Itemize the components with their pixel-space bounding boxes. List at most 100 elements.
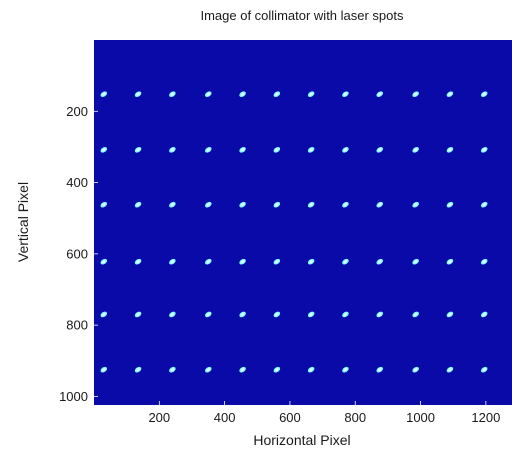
laser-spot bbox=[239, 258, 246, 265]
laser-spot bbox=[273, 366, 281, 373]
laser-spot bbox=[376, 201, 383, 208]
laser-spot bbox=[412, 311, 419, 318]
laser-spot-core bbox=[170, 148, 175, 152]
laser-spot-core bbox=[482, 203, 486, 207]
x-tick-label: 400 bbox=[214, 410, 236, 425]
laser-spot bbox=[273, 311, 281, 318]
laser-spot bbox=[239, 146, 246, 153]
laser-spot bbox=[307, 311, 315, 318]
laser-spot-core bbox=[378, 260, 382, 264]
x-tick-label: 1000 bbox=[406, 410, 435, 425]
laser-spot bbox=[100, 366, 108, 373]
y-tick-label: 200 bbox=[66, 104, 88, 119]
laser-spot bbox=[169, 258, 176, 265]
laser-spot-core bbox=[343, 368, 348, 372]
laser-spot bbox=[342, 201, 349, 208]
laser-spot-core bbox=[240, 148, 245, 152]
laser-spot bbox=[376, 311, 383, 318]
laser-spot-core bbox=[170, 313, 175, 316]
laser-spot-core bbox=[136, 92, 140, 96]
laser-spot bbox=[480, 366, 488, 373]
laser-spot bbox=[205, 91, 212, 98]
laser-spot bbox=[169, 311, 176, 318]
laser-spot bbox=[239, 366, 246, 373]
laser-spot bbox=[307, 146, 315, 153]
laser-spot bbox=[100, 258, 108, 265]
laser-spot bbox=[239, 311, 246, 318]
laser-spot-core bbox=[206, 260, 210, 264]
laser-spot bbox=[205, 311, 212, 318]
laser-spot-core bbox=[170, 203, 175, 207]
x-tick-layer: 200 400 600 800 1000 1200 bbox=[148, 401, 500, 425]
laser-spot bbox=[446, 258, 454, 265]
laser-spot-core bbox=[275, 368, 279, 372]
laser-spot-core bbox=[206, 92, 210, 96]
laser-spot bbox=[446, 91, 454, 98]
x-tick-label: 800 bbox=[344, 410, 366, 425]
laser-spot bbox=[412, 91, 419, 98]
laser-spot-core bbox=[448, 313, 452, 316]
laser-spot bbox=[169, 91, 176, 98]
laser-spot bbox=[412, 366, 419, 373]
laser-spot bbox=[134, 366, 142, 373]
laser-spot bbox=[134, 91, 142, 98]
plot-area bbox=[94, 40, 512, 405]
laser-spot bbox=[100, 146, 108, 153]
laser-spot bbox=[376, 91, 383, 98]
laser-spot-core bbox=[414, 260, 418, 264]
laser-spot-core bbox=[309, 148, 313, 152]
laser-spot bbox=[273, 258, 281, 265]
laser-spot-core bbox=[378, 92, 382, 96]
laser-spot bbox=[342, 91, 349, 98]
laser-spot bbox=[134, 311, 142, 318]
laser-spot bbox=[273, 91, 281, 98]
laser-spot bbox=[412, 146, 419, 153]
laser-spot-core bbox=[136, 203, 140, 207]
laser-spot-core bbox=[448, 368, 452, 372]
laser-spot-core bbox=[170, 368, 175, 372]
laser-spot-core bbox=[482, 313, 486, 316]
laser-spot-core bbox=[414, 313, 418, 316]
laser-spot-core bbox=[240, 368, 245, 372]
laser-spot-core bbox=[448, 260, 452, 264]
laser-spot bbox=[342, 366, 349, 373]
laser-spot bbox=[273, 201, 281, 208]
chart-title: Image of collimator with laser spots bbox=[200, 8, 404, 23]
laser-spot bbox=[205, 146, 212, 153]
laser-spot bbox=[376, 258, 383, 265]
laser-spot-core bbox=[309, 368, 313, 372]
x-axis-label: Horizontal Pixel bbox=[253, 432, 350, 448]
spots-layer bbox=[100, 91, 488, 373]
laser-spot bbox=[134, 258, 142, 265]
laser-spot bbox=[205, 201, 212, 208]
laser-spot bbox=[169, 201, 176, 208]
laser-spot-core bbox=[240, 313, 245, 316]
laser-spot-core bbox=[414, 368, 418, 372]
laser-spot-core bbox=[343, 148, 348, 152]
laser-spot-core bbox=[414, 148, 418, 152]
y-tick-label: 1000 bbox=[59, 389, 88, 404]
y-tick-label: 400 bbox=[66, 175, 88, 190]
laser-spot-core bbox=[378, 368, 382, 372]
laser-spot-core bbox=[170, 92, 175, 96]
laser-spot bbox=[412, 258, 419, 265]
laser-spot bbox=[273, 146, 281, 153]
laser-spot bbox=[376, 366, 383, 373]
laser-spot-core bbox=[206, 148, 210, 152]
laser-spot bbox=[480, 91, 488, 98]
laser-spot bbox=[480, 146, 488, 153]
laser-spot bbox=[307, 258, 315, 265]
laser-spot-core bbox=[275, 313, 279, 316]
laser-spot bbox=[205, 258, 212, 265]
laser-spot-core bbox=[482, 260, 486, 264]
y-tick-layer: 200 400 600 800 1000 bbox=[59, 104, 98, 404]
laser-spot-core bbox=[448, 203, 452, 207]
laser-spot-core bbox=[136, 260, 140, 264]
y-tick-label: 800 bbox=[66, 318, 88, 333]
laser-spot-core bbox=[482, 368, 486, 372]
laser-spot-core bbox=[240, 260, 245, 264]
laser-spot-core bbox=[136, 148, 140, 152]
laser-spot-core bbox=[448, 148, 452, 152]
